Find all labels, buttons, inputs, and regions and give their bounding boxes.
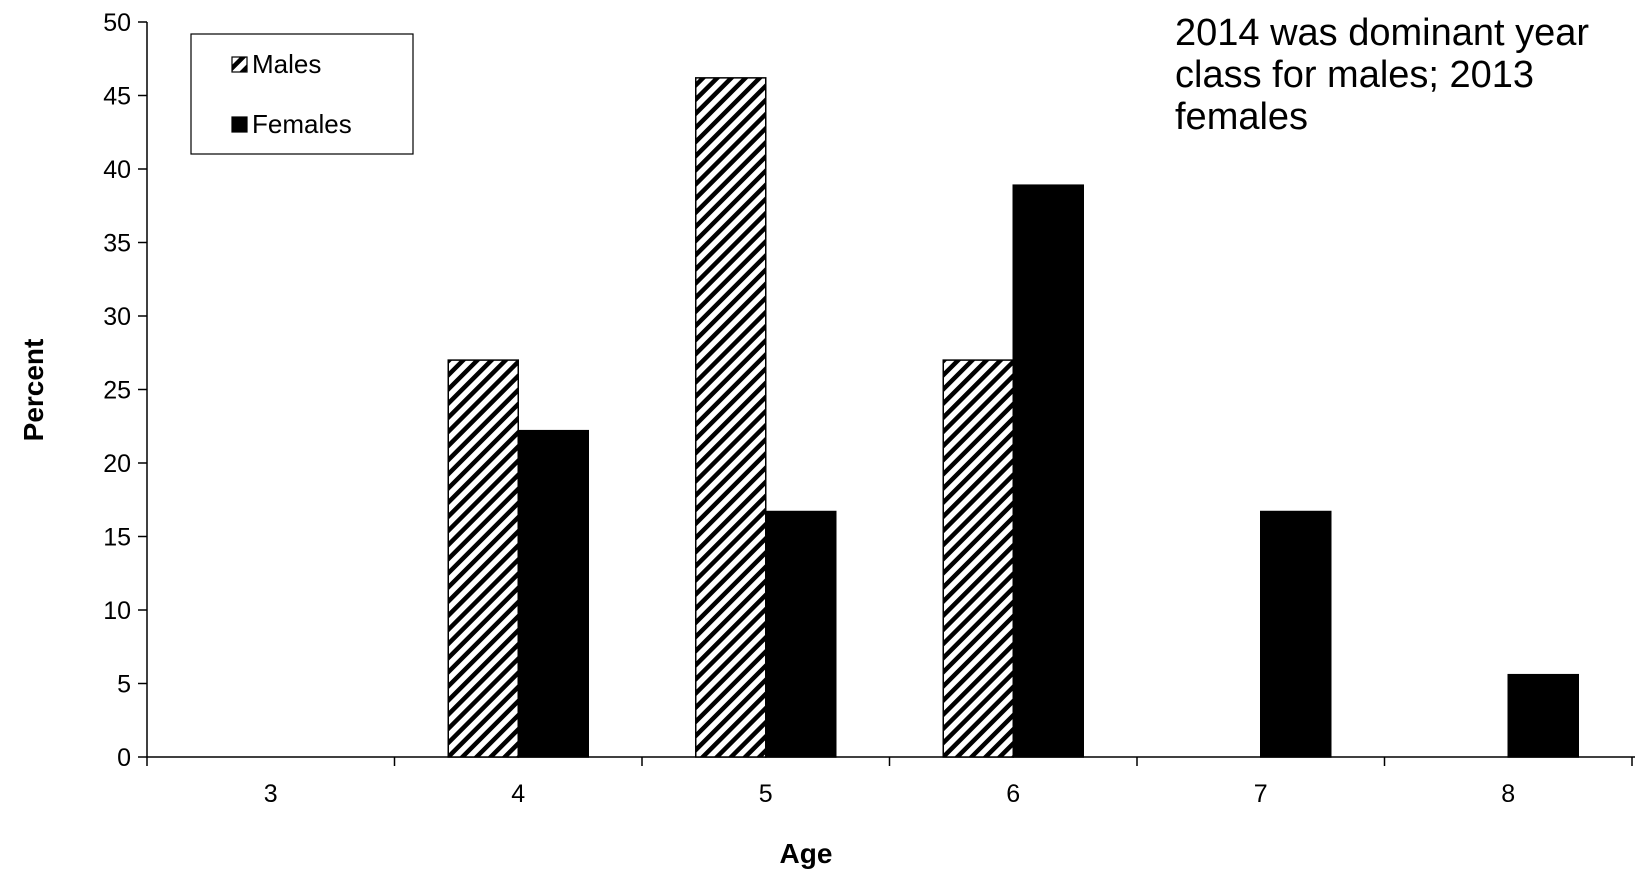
y-tick-label: 45 — [103, 83, 131, 111]
legend-swatch-females — [231, 116, 248, 133]
x-tick-label: 4 — [511, 780, 525, 808]
y-tick-label: 40 — [103, 156, 131, 184]
y-tick-label: 0 — [117, 744, 131, 772]
x-tick-label: 5 — [759, 780, 773, 808]
bar-males-age-6 — [942, 359, 1014, 758]
bar-males-age-4 — [447, 359, 519, 758]
bar-males-age-5 — [695, 77, 767, 758]
legend-label-females: Females — [252, 109, 352, 139]
x-tick-label: 6 — [1006, 780, 1020, 808]
y-tick-label: 20 — [103, 450, 131, 478]
bar-females-age-6 — [1012, 184, 1084, 758]
bar-females-age-5 — [765, 510, 837, 758]
y-tick-label: 10 — [103, 597, 131, 625]
legend-swatch-males — [231, 56, 248, 73]
y-tick-label: 50 — [103, 9, 131, 37]
y-tick-label: 25 — [103, 377, 131, 405]
legend-label-males: Males — [252, 49, 321, 79]
y-axis-title: Percent — [18, 339, 49, 442]
bars — [447, 77, 1579, 758]
legend: Males Females — [190, 33, 414, 155]
legend-box — [190, 33, 414, 155]
x-axis-title: Age — [780, 838, 833, 869]
y-tick-label: 30 — [103, 303, 131, 331]
y-tick-label: 5 — [117, 671, 131, 699]
x-ticks: 3 4 5 6 7 8 — [146, 757, 1633, 808]
y-tick-label: 35 — [103, 230, 131, 258]
bar-females-age-7 — [1260, 510, 1332, 758]
bar-females-age-8 — [1507, 673, 1579, 758]
y-tick-label: 15 — [103, 524, 131, 552]
y-ticks: 0 5 10 15 20 25 30 35 40 45 50 — [103, 9, 147, 772]
x-tick-label: 3 — [264, 780, 278, 808]
x-tick-label: 7 — [1254, 780, 1268, 808]
x-tick-label: 8 — [1501, 780, 1515, 808]
bar-females-age-4 — [517, 429, 589, 758]
